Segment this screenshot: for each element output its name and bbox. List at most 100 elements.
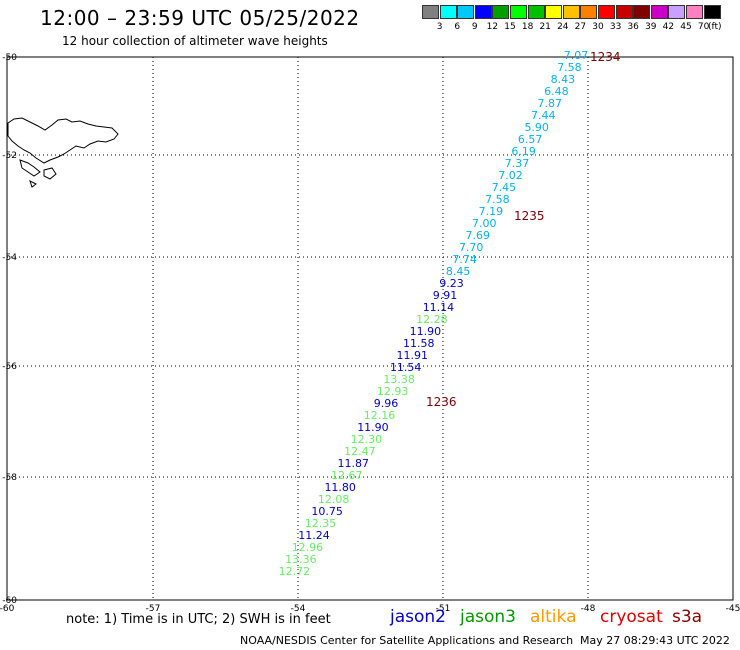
island-outline xyxy=(43,167,57,180)
legend-label: 39 xyxy=(645,22,657,32)
legend-label: 24 xyxy=(557,22,569,32)
legend-label: 6 xyxy=(454,22,461,32)
swh-value: 7.19 xyxy=(479,205,504,218)
swh-value: 7.45 xyxy=(492,181,517,194)
axis-ticks: -60 -57 -54 -51 -48 -45 -50 -52 -54 -56 -58 -60 xyxy=(0,53,740,614)
satellite-jason2: jason2 xyxy=(390,607,446,627)
swh-value: 7.07 xyxy=(564,49,589,62)
swh-value: 6.57 xyxy=(518,133,543,146)
swh-value: 11.90 xyxy=(357,421,389,434)
swh-value: 8.45 xyxy=(446,265,471,278)
swh-value: 6.19 xyxy=(511,145,536,158)
legend-swatch xyxy=(474,5,492,19)
swh-value: 8.43 xyxy=(551,73,576,86)
swh-value: 13.36 xyxy=(285,553,317,566)
legend-label: 15 xyxy=(504,22,516,32)
lat-tick-label: -50 xyxy=(2,53,17,63)
satellite-cryosat: cryosat xyxy=(600,607,663,627)
swh-value: 12.67 xyxy=(331,469,363,482)
lon-tick-label: -54 xyxy=(291,604,306,614)
lon-tick-label: -60 xyxy=(0,604,15,614)
lat-tick-label: -60 xyxy=(2,596,17,606)
legend-swatch xyxy=(527,5,545,19)
swh-value: 7.44 xyxy=(531,109,556,122)
lat-tick-label: -58 xyxy=(2,473,17,483)
lon-tick-label: -57 xyxy=(146,604,161,614)
swh-value: 11.91 xyxy=(397,349,429,362)
legend-label: 30 xyxy=(592,22,604,32)
legend-label: 12 xyxy=(486,22,499,32)
island-outline xyxy=(19,159,41,177)
swh-value: 10.75 xyxy=(311,505,343,518)
legend-label: 70 xyxy=(697,22,710,32)
credit-line: NOAA/NESDIS Center for Satellite Applica… xyxy=(240,634,574,647)
lon-tick-label: -45 xyxy=(726,604,740,614)
swh-value: 12.28 xyxy=(416,313,448,326)
swh-value: 11.14 xyxy=(423,301,455,314)
legend-label: 3 xyxy=(436,22,443,32)
swh-value: 7.00 xyxy=(472,217,497,230)
map-subtitle: 12 hour collection of altimeter wave hei… xyxy=(62,34,328,48)
lat-tick-label: -54 xyxy=(2,253,17,263)
legend-swatch xyxy=(615,5,633,19)
legend-label: 18 xyxy=(521,22,534,32)
pass-number: 1236 xyxy=(426,395,457,409)
generated-timestamp: May 27 08:29:43 UTC 2022 xyxy=(580,634,730,647)
swh-value: 12.72 xyxy=(279,565,311,578)
pass-number: 1234 xyxy=(590,50,621,64)
swh-value: 6.48 xyxy=(544,85,569,98)
legend-swatch xyxy=(703,5,721,19)
legend-label: 42 xyxy=(662,22,675,32)
swh-value: 11.58 xyxy=(403,337,435,350)
swh-value: 7.58 xyxy=(485,193,510,206)
legend-label: 9 xyxy=(471,22,478,32)
legend-swatch xyxy=(598,5,615,19)
swh-value: 12.96 xyxy=(292,541,324,554)
swh-value: 5.90 xyxy=(524,121,549,134)
legend-swatch xyxy=(633,5,651,19)
legend-label: 33 xyxy=(609,22,622,32)
legend-swatch xyxy=(562,5,580,19)
legend-swatch xyxy=(686,5,703,19)
swh-value: 7.87 xyxy=(538,97,563,110)
grid-lines xyxy=(7,57,733,600)
swh-value: 9.96 xyxy=(374,397,399,410)
swh-value: 12.93 xyxy=(377,385,409,398)
swh-value: 11.87 xyxy=(338,457,370,470)
swh-value: 12.30 xyxy=(351,433,383,446)
satellite-s3a: s3a xyxy=(672,607,703,627)
legend-swatch xyxy=(457,5,475,19)
swh-value: 7.69 xyxy=(466,229,491,242)
altimeter-track: 7.07 7.58 8.436.487.877.445.906.576.197.37… xyxy=(279,49,589,578)
legend-swatch xyxy=(492,5,510,19)
swh-value: 7.74 xyxy=(452,253,477,266)
satellite-altika: altika xyxy=(530,607,577,627)
swh-value: 11.24 xyxy=(298,529,330,542)
lon-tick-label: -48 xyxy=(581,604,596,614)
legend-label: 21 xyxy=(539,22,551,32)
swh-value: 11.90 xyxy=(410,325,442,338)
swh-value: 7.37 xyxy=(505,157,530,170)
legend-swatch xyxy=(510,5,527,19)
swh-value: 9.23 xyxy=(439,277,464,290)
lat-tick-label: -52 xyxy=(2,151,17,161)
legend-swatch xyxy=(580,5,598,19)
legend-label: 36 xyxy=(627,22,639,32)
swh-value: 12.47 xyxy=(344,445,376,458)
swh-value: 11.80 xyxy=(324,481,356,494)
legend-swatch xyxy=(650,5,668,19)
swh-value: 12.16 xyxy=(364,409,396,422)
satellite-jason3: jason3 xyxy=(460,607,516,627)
map-frame xyxy=(6,56,734,601)
lon-tick-label: -51 xyxy=(436,604,451,614)
legend-label: 45 xyxy=(680,22,692,32)
legend-swatch xyxy=(668,5,686,19)
legend-swatch xyxy=(545,5,563,19)
map-title: 12:00 – 23:59 UTC 05/25/2022 xyxy=(40,6,360,30)
pass-labels: 1234 1235 1236 xyxy=(426,50,621,409)
island-outline xyxy=(29,180,37,188)
land-outline xyxy=(7,117,119,188)
swh-value: 11.54 xyxy=(390,361,422,374)
swh-value: 13.38 xyxy=(383,373,415,386)
